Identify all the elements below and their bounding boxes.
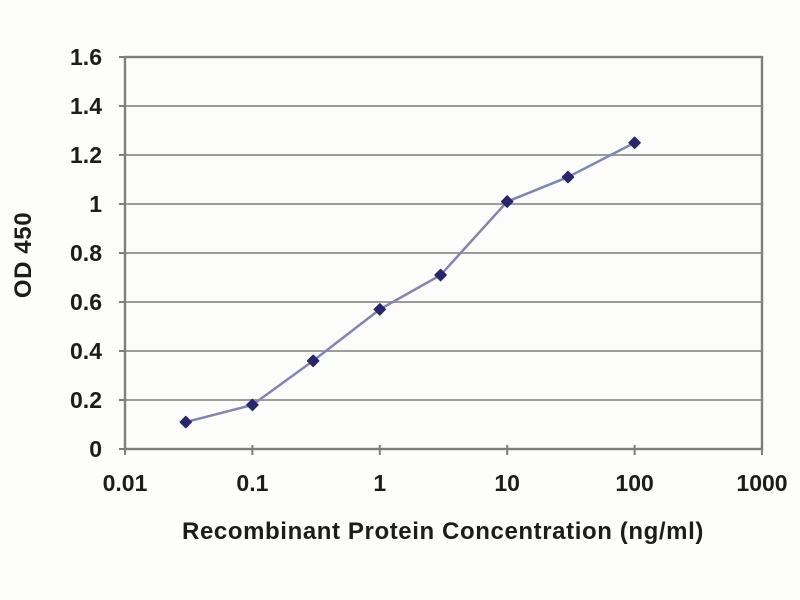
x-tick-label: 10: [494, 470, 520, 496]
y-tick-label: 0.6: [70, 289, 102, 315]
y-tick-label: 1.4: [70, 93, 102, 119]
y-axis-title: OD 450: [10, 211, 37, 299]
y-tick-label: 0.8: [70, 240, 102, 266]
x-tick-label: 0.01: [103, 470, 148, 496]
y-tick-label: 0.4: [70, 338, 102, 364]
x-tick-label: 0.1: [236, 470, 268, 496]
x-axis-title: Recombinant Protein Concentration (ng/ml…: [182, 518, 704, 545]
x-tick-label: 1: [373, 470, 386, 496]
x-tick-label: 100: [615, 470, 653, 496]
data-point-marker: [500, 195, 514, 208]
data-point-marker: [179, 415, 193, 429]
series-line: [184, 141, 636, 424]
data-point-marker: [561, 170, 575, 184]
x-tick-label: 1000: [736, 470, 787, 496]
y-tick-label: 0: [89, 436, 102, 462]
data-point-marker: [306, 354, 320, 368]
data-point-marker: [628, 136, 641, 149]
data-point-marker: [373, 303, 387, 316]
y-tick-label: 1.2: [70, 142, 102, 168]
y-tick-label: 1: [89, 191, 102, 217]
data-point-marker: [434, 268, 447, 282]
y-tick-label: 0.2: [70, 387, 102, 413]
y-tick-label: 1.6: [70, 44, 102, 70]
data-point-marker: [246, 398, 259, 412]
